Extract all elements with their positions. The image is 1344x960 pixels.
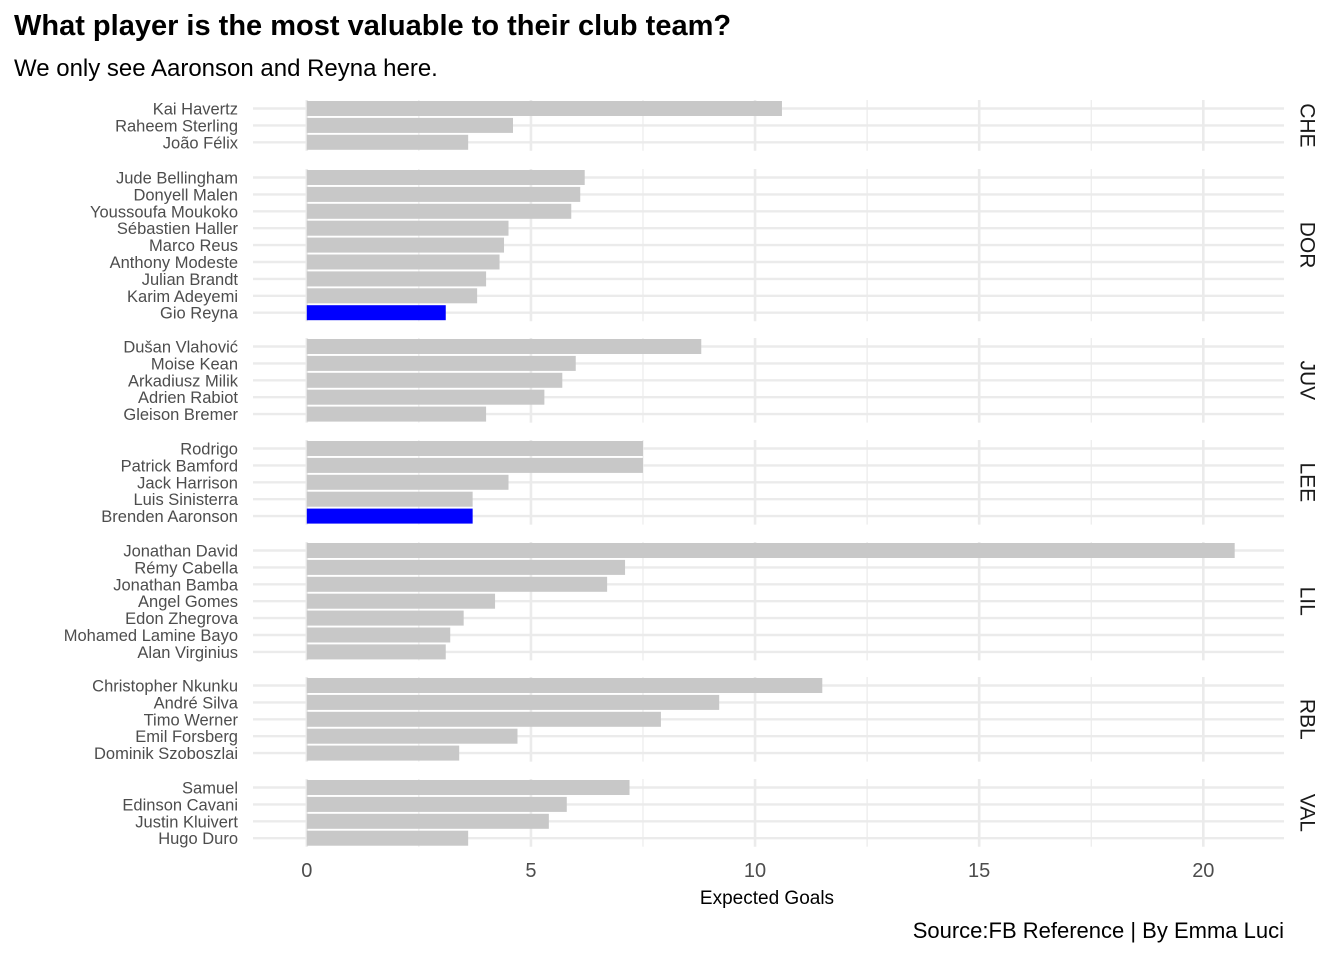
y-tick-label: Donyell Malen [133, 186, 238, 204]
facet-strip-label: RBL [1295, 699, 1318, 740]
x-tick-label: 10 [744, 860, 766, 882]
bar [306, 576, 608, 592]
bar [306, 644, 446, 660]
y-tick-label: João Félix [163, 134, 239, 152]
bar [306, 355, 576, 371]
y-tick-label: Justin Kluivert [135, 813, 238, 831]
bar [306, 441, 643, 456]
y-tick-label: Julian Brandt [142, 271, 239, 289]
y-tick-label: Marco Reus [149, 237, 238, 255]
x-tick-label: 5 [525, 860, 536, 882]
bar [306, 457, 643, 473]
y-tick-label: Moise Kean [151, 355, 238, 373]
bar [306, 372, 563, 388]
bar [306, 694, 720, 710]
bar [306, 288, 478, 304]
y-tick-label: Jude Bellingham [116, 170, 238, 188]
bar [306, 559, 626, 575]
y-tick-label: Timo Werner [144, 711, 239, 729]
y-tick-label: Jack Harrison [137, 474, 238, 492]
bar-layer [306, 101, 1235, 846]
facet-strip-label: CHE [1295, 103, 1318, 147]
bar [306, 491, 473, 507]
y-tick-label: Patrick Bamford [121, 457, 238, 475]
bar [306, 254, 500, 270]
bar [306, 508, 473, 524]
bar [306, 796, 567, 812]
y-tick-label: Rodrigo [180, 441, 238, 459]
bar [306, 813, 549, 829]
bar [306, 610, 464, 626]
bar [306, 117, 513, 133]
y-tick-label: Gleison Bremer [123, 406, 238, 424]
bar [306, 186, 581, 202]
chart-caption: Source:FB Reference | By Emma Luci [912, 918, 1284, 943]
y-tick-label: Adrien Rabiot [138, 389, 238, 407]
y-tick-label: Edinson Cavani [122, 796, 238, 814]
y-tick-label: Karim Adeyemi [127, 288, 238, 306]
y-tick-label: Dušan Vlahović [123, 339, 238, 357]
bar [306, 474, 509, 490]
y-tick-label: Rémy Cabella [134, 559, 238, 577]
bar [306, 711, 661, 727]
y-tick-label: Emil Forsberg [135, 728, 238, 746]
bar [306, 134, 469, 150]
y-tick-label: Hugo Duro [158, 830, 238, 848]
y-tick-label: Sébastien Haller [117, 220, 239, 238]
bar [306, 745, 460, 761]
y-tick-label: Jonathan Bamba [113, 576, 239, 594]
facet-strip-label: DOR [1295, 222, 1318, 269]
facet-strip-label: JUV [1295, 360, 1318, 400]
facet-strip-label: LIL [1295, 587, 1318, 616]
bar [306, 593, 496, 609]
y-tick-label: Luis Sinisterra [133, 491, 238, 509]
y-tick-label: Arkadiusz Milik [128, 372, 239, 390]
y-tick-label: Angel Gomes [138, 593, 238, 611]
bar [306, 780, 630, 795]
y-tick-label: Kai Havertz [153, 101, 238, 119]
y-tick-label: Brenden Aaronson [101, 508, 238, 526]
bar [306, 389, 545, 405]
y-tick-label: Raheem Sterling [115, 117, 238, 135]
bar [306, 830, 469, 846]
y-tick-label: Christopher Nkunku [92, 678, 238, 696]
bar [306, 203, 572, 219]
y-tick-label: Gio Reyna [160, 305, 239, 323]
y-tick-label: Youssoufa Moukoko [90, 203, 238, 221]
bar [306, 237, 505, 253]
chart-title: What player is the most valuable to thei… [14, 10, 732, 42]
bar [306, 627, 451, 643]
bar [306, 678, 823, 693]
y-tick-label: André Silva [154, 694, 239, 712]
x-axis-title: Expected Goals [700, 888, 834, 909]
bar [306, 543, 1235, 558]
y-tick-label: Anthony Modeste [110, 254, 238, 272]
bar [306, 305, 446, 321]
y-tick-label: Edon Zhegrova [125, 610, 239, 628]
y-tick-label: Mohamed Lamine Bayo [64, 627, 238, 645]
y-tick-label: Dominik Szoboszlai [94, 745, 238, 763]
y-tick-label: Samuel [182, 780, 238, 798]
facet-strip-label: VAL [1295, 794, 1318, 832]
bar [306, 220, 509, 236]
bar [306, 170, 585, 185]
facet-strip-label: LEE [1295, 462, 1318, 502]
x-tick-label: 15 [968, 860, 990, 882]
y-tick-label: Jonathan David [123, 543, 238, 561]
chart-subtitle: We only see Aaronson and Reyna here. [14, 55, 438, 82]
bar [306, 406, 487, 422]
x-tick-label: 20 [1192, 860, 1214, 882]
x-tick-label: 0 [301, 860, 312, 882]
y-tick-label: Alan Virginius [137, 644, 238, 662]
bar [306, 339, 702, 354]
bar [306, 728, 518, 744]
bar [306, 101, 782, 116]
x-axis: 0 5 10 15 20 [301, 860, 1214, 882]
bar [306, 271, 487, 287]
